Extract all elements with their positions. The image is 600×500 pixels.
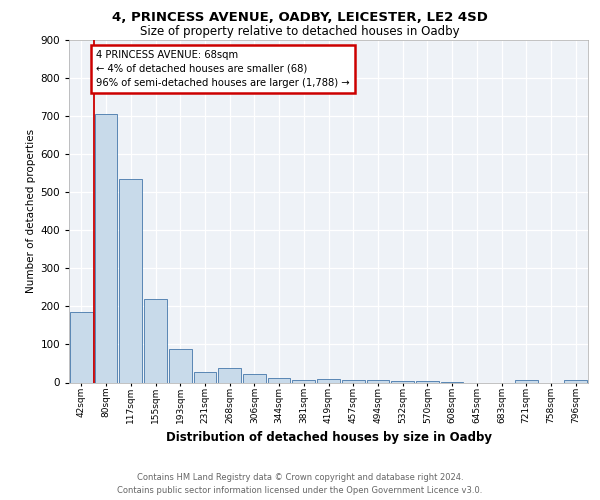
Bar [342, 380, 365, 382]
Bar [144, 299, 167, 382]
Y-axis label: Number of detached properties: Number of detached properties [26, 129, 36, 294]
Bar [515, 380, 538, 382]
X-axis label: Distribution of detached houses by size in Oadby: Distribution of detached houses by size … [166, 432, 491, 444]
Bar [564, 380, 587, 382]
Bar [169, 349, 191, 382]
Text: 4, PRINCESS AVENUE, OADBY, LEICESTER, LE2 4SD: 4, PRINCESS AVENUE, OADBY, LEICESTER, LE… [112, 11, 488, 24]
Bar [367, 380, 389, 382]
Bar [95, 114, 118, 382]
Bar [416, 380, 439, 382]
Bar [391, 380, 414, 382]
Bar [292, 380, 315, 382]
Bar [218, 368, 241, 382]
Text: Contains HM Land Registry data © Crown copyright and database right 2024.: Contains HM Land Registry data © Crown c… [137, 472, 463, 482]
Text: Contains public sector information licensed under the Open Government Licence v3: Contains public sector information licen… [118, 486, 482, 495]
Bar [243, 374, 266, 382]
Bar [268, 378, 290, 382]
Bar [119, 179, 142, 382]
Bar [70, 312, 93, 382]
Text: 4 PRINCESS AVENUE: 68sqm
← 4% of detached houses are smaller (68)
96% of semi-de: 4 PRINCESS AVENUE: 68sqm ← 4% of detache… [96, 50, 350, 88]
Text: Size of property relative to detached houses in Oadby: Size of property relative to detached ho… [140, 25, 460, 38]
Bar [194, 372, 216, 382]
Bar [317, 378, 340, 382]
